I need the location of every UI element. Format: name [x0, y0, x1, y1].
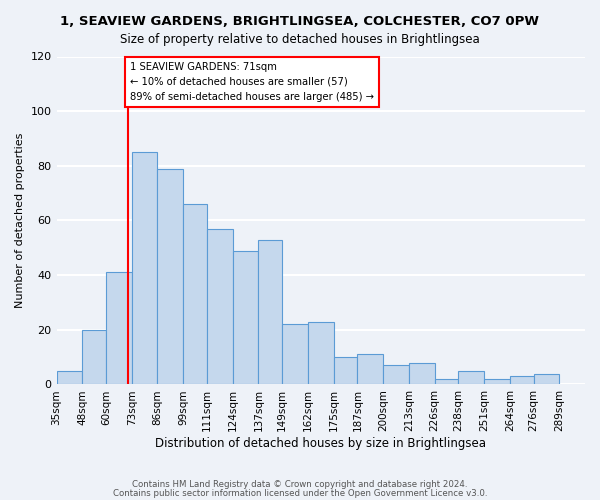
Bar: [157, 168, 183, 384]
Bar: [434, 379, 458, 384]
Bar: [409, 362, 434, 384]
Text: Size of property relative to detached houses in Brightlingsea: Size of property relative to detached ho…: [120, 32, 480, 46]
Bar: [207, 228, 233, 384]
Bar: [383, 366, 409, 384]
X-axis label: Distribution of detached houses by size in Brightlingsea: Distribution of detached houses by size …: [155, 437, 486, 450]
Bar: [56, 371, 82, 384]
Bar: [458, 371, 484, 384]
Bar: [510, 376, 533, 384]
Text: 1 SEAVIEW GARDENS: 71sqm
← 10% of detached houses are smaller (57)
89% of semi-d: 1 SEAVIEW GARDENS: 71sqm ← 10% of detach…: [130, 62, 374, 102]
Bar: [82, 330, 106, 384]
Bar: [308, 322, 334, 384]
Bar: [334, 357, 358, 384]
Bar: [533, 374, 559, 384]
Bar: [233, 250, 259, 384]
Text: Contains public sector information licensed under the Open Government Licence v3: Contains public sector information licen…: [113, 488, 487, 498]
Bar: [358, 354, 383, 384]
Bar: [484, 379, 510, 384]
Bar: [132, 152, 157, 384]
Y-axis label: Number of detached properties: Number of detached properties: [15, 133, 25, 308]
Bar: [183, 204, 207, 384]
Bar: [106, 272, 132, 384]
Text: Contains HM Land Registry data © Crown copyright and database right 2024.: Contains HM Land Registry data © Crown c…: [132, 480, 468, 489]
Bar: [282, 324, 308, 384]
Text: 1, SEAVIEW GARDENS, BRIGHTLINGSEA, COLCHESTER, CO7 0PW: 1, SEAVIEW GARDENS, BRIGHTLINGSEA, COLCH…: [61, 15, 539, 28]
Bar: [259, 240, 282, 384]
